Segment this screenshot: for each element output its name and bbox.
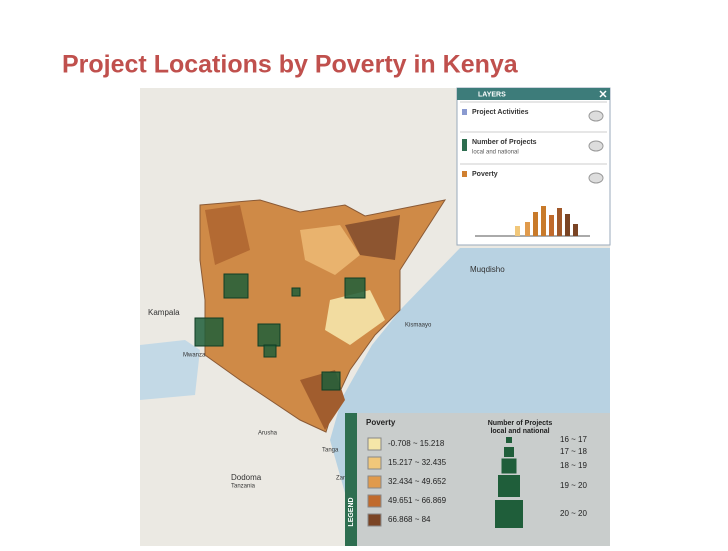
place-label: Tanzania	[231, 484, 256, 490]
legend-label: 15.217 ~ 32.435	[388, 458, 447, 467]
legend-marker	[498, 475, 520, 497]
legend-label: 66.868 ~ 84	[388, 515, 431, 524]
legend-title: Number of Projects	[488, 420, 553, 427]
close-icon[interactable]	[599, 90, 607, 98]
legend-tab[interactable]	[345, 413, 357, 546]
hist-bar	[549, 215, 554, 236]
region	[345, 215, 400, 260]
histogram	[515, 206, 578, 236]
legend-marker	[504, 447, 514, 457]
project-marker	[263, 344, 277, 358]
legend-swatch	[367, 456, 382, 470]
region	[205, 205, 250, 265]
legend-label: 17 ~ 18	[560, 447, 587, 456]
legend-swatch	[367, 513, 382, 527]
legend-label: 20 ~ 20	[560, 509, 587, 518]
panel-title: LAYERS	[478, 91, 506, 98]
project-marker	[321, 371, 341, 391]
place-label: Kismaayo	[405, 323, 432, 329]
hist-bar	[515, 226, 520, 236]
legend-label: 19 ~ 20	[560, 481, 587, 490]
legend-swatch	[367, 494, 382, 508]
legend: LEGEND Poverty Number of Projects local …	[345, 413, 610, 546]
legend-label: 32.434 ~ 49.652	[388, 477, 447, 486]
layers-panel: LAYERS Project Activities Number of Proje…	[456, 87, 611, 246]
layer-name: Project Activities	[472, 109, 529, 116]
visibility-toggle[interactable]	[588, 110, 604, 122]
hist-bar	[541, 206, 546, 236]
project-marker	[194, 317, 224, 347]
hist-bar	[557, 208, 562, 236]
legend-label: -0.708 ~ 15.218	[388, 439, 445, 448]
legend-marker	[506, 437, 512, 443]
legend-swatch	[367, 475, 382, 489]
place-label: Tanga	[322, 448, 339, 454]
layer-icon	[462, 109, 467, 115]
place-label: Dodoma	[231, 473, 262, 482]
region	[325, 290, 385, 345]
layer-sub: local and national	[472, 150, 519, 156]
legend-swatch	[367, 437, 382, 451]
layer-name: Poverty	[472, 171, 498, 178]
layer-list: Project Activities Number of Projects loca…	[460, 101, 607, 184]
hist-bar	[573, 224, 578, 236]
layer-icon	[462, 171, 467, 177]
visibility-toggle[interactable]	[588, 140, 604, 152]
project-marker	[223, 273, 249, 299]
place-label: Kampala	[148, 308, 180, 317]
legend-label: 18 ~ 19	[560, 461, 587, 470]
legend-label: 49.651 ~ 66.869	[388, 496, 447, 505]
region	[300, 225, 360, 275]
legend-bg	[357, 413, 610, 546]
place-label: Arusha	[258, 431, 278, 437]
place-label: Mwanza	[183, 353, 206, 359]
legend-marker	[501, 458, 517, 474]
legend-subtitle: local and national	[490, 428, 549, 435]
project-marker	[257, 323, 281, 347]
project-marker	[291, 287, 301, 297]
slide-title: Project Locations by Poverty in Kenya	[62, 51, 519, 79]
place-label: Muqdisho	[470, 265, 505, 274]
legend-tab-label: LEGEND	[348, 497, 355, 526]
panel-header	[457, 88, 610, 100]
project-marker	[344, 277, 366, 299]
legend-label: 16 ~ 17	[560, 435, 587, 444]
legend-items: -0.708 ~ 15.218 15.217 ~ 32.435 32.434 ~ 4…	[367, 435, 587, 528]
hist-bar	[565, 214, 570, 236]
legend-marker	[495, 500, 523, 528]
layer-name: Number of Projects	[472, 139, 537, 146]
project-markers	[194, 273, 366, 391]
hist-bar	[525, 222, 530, 236]
visibility-toggle[interactable]	[588, 172, 604, 184]
legend-title: Poverty	[366, 418, 396, 427]
lake	[140, 340, 200, 400]
layer-icon	[462, 139, 467, 151]
hist-bar	[533, 212, 538, 236]
